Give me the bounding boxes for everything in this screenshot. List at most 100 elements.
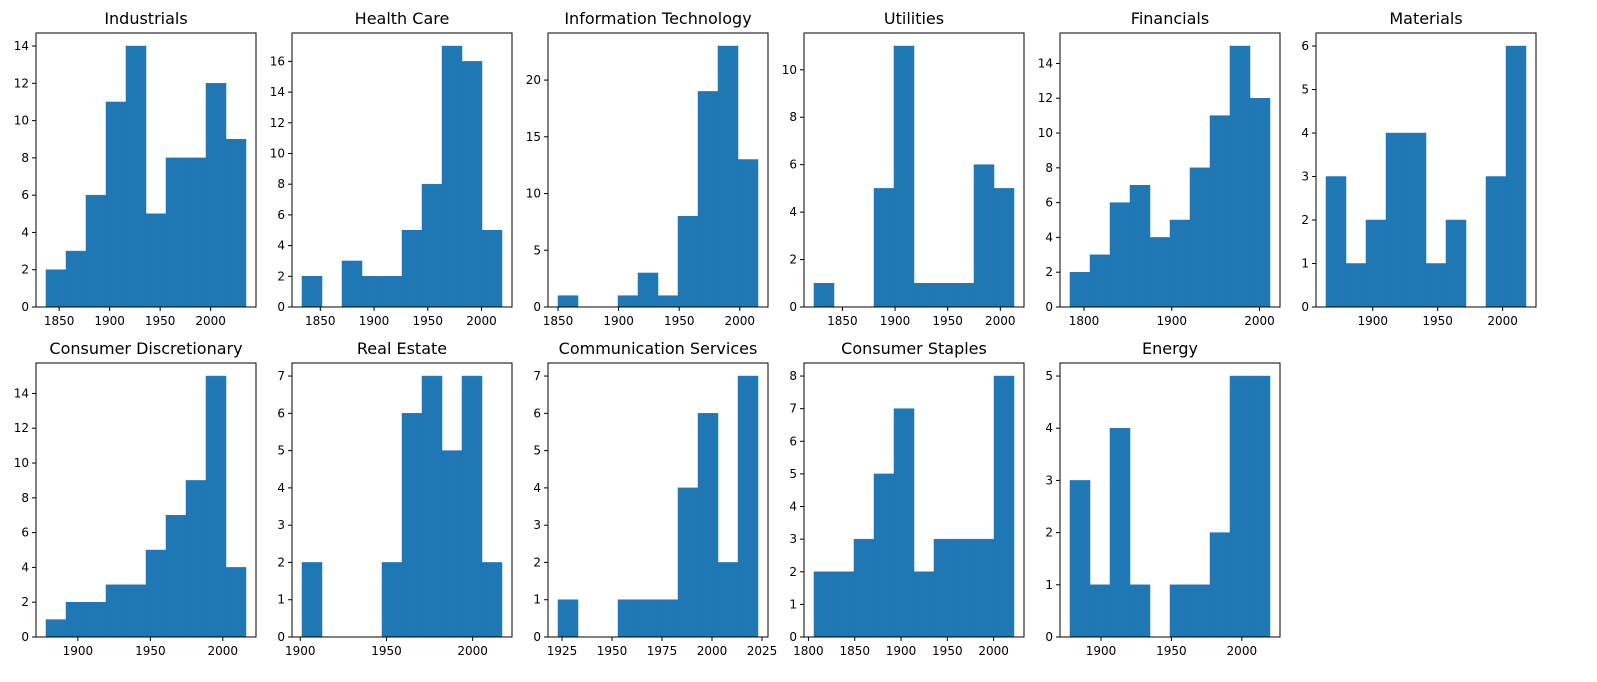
histogram-bar bbox=[617, 599, 639, 638]
panel-title: Utilities bbox=[884, 9, 944, 28]
x-tick-label: 1900 bbox=[359, 314, 390, 328]
y-tick-label: 4 bbox=[21, 225, 29, 239]
y-tick-label: 1 bbox=[277, 593, 285, 607]
histogram-bar bbox=[1249, 375, 1271, 638]
y-tick-label: 12 bbox=[14, 76, 29, 90]
histogram-bar bbox=[1229, 375, 1251, 638]
histogram-bar bbox=[833, 571, 855, 638]
histogram-bar bbox=[657, 599, 679, 638]
y-tick-label: 8 bbox=[21, 491, 29, 505]
histogram-bar bbox=[421, 375, 443, 638]
panel-title: Real Estate bbox=[357, 339, 447, 358]
x-tick-label: 1850 bbox=[827, 314, 858, 328]
histogram-bar bbox=[717, 45, 739, 308]
x-tick-label: 1900 bbox=[1357, 314, 1388, 328]
x-tick-label: 1925 bbox=[547, 644, 578, 658]
histogram-bar bbox=[301, 562, 323, 638]
y-tick-label: 1 bbox=[533, 593, 541, 607]
histogram-bar bbox=[697, 91, 719, 308]
y-tick-label: 10 bbox=[14, 456, 29, 470]
histogram-panel-communication-services: 1925 1950 1975 2000 2025 0 1 2 3 4 5 6 7 Communicatio… bbox=[533, 339, 777, 658]
histogram-bar bbox=[1345, 263, 1367, 308]
histogram-bar bbox=[1209, 532, 1231, 638]
y-tick-label: 6 bbox=[21, 188, 29, 202]
histogram-bar bbox=[1129, 184, 1151, 308]
x-tick-label: 1800 bbox=[1069, 314, 1100, 328]
y-tick-label: 2 bbox=[21, 595, 29, 609]
y-tick-label: 15 bbox=[526, 130, 541, 144]
histogram-bar bbox=[105, 584, 127, 638]
histogram-bar bbox=[737, 375, 759, 638]
axes-frame bbox=[1059, 362, 1281, 638]
histogram-bar bbox=[1405, 132, 1427, 308]
y-tick-label: 6 bbox=[789, 434, 797, 448]
histogram-bar bbox=[1249, 97, 1271, 308]
histogram-bar bbox=[1485, 176, 1507, 308]
histogram-panel-industrials: 1850 1900 1950 2000 0 2 4 6 8 10 12 14 Industrials bbox=[14, 9, 257, 328]
histogram-bar bbox=[85, 194, 107, 308]
histogram-panel-consumer-staples: 1800 1850 1900 1950 2000 0 1 2 3 4 5 6 7 8 Consumer St… bbox=[789, 339, 1025, 658]
x-tick-label: 2000 bbox=[208, 644, 239, 658]
y-tick-label: 6 bbox=[277, 208, 285, 222]
x-tick-label: 1900 bbox=[1156, 314, 1187, 328]
histogram-bar bbox=[1365, 219, 1387, 308]
x-tick-label: 2000 bbox=[1227, 644, 1258, 658]
histogram-bar bbox=[697, 413, 719, 638]
y-tick-label: 5 bbox=[533, 444, 541, 458]
y-tick-label: 8 bbox=[277, 177, 285, 191]
y-tick-label: 3 bbox=[1301, 170, 1309, 184]
y-tick-label: 4 bbox=[1301, 126, 1309, 140]
histogram-bar bbox=[125, 45, 147, 308]
axes-frame bbox=[547, 32, 769, 308]
histogram-bar bbox=[145, 549, 167, 638]
x-tick-label: 2000 bbox=[457, 644, 488, 658]
histogram-bar bbox=[677, 215, 699, 308]
y-tick-label: 7 bbox=[277, 369, 285, 383]
y-tick-label: 2 bbox=[21, 263, 29, 277]
histogram-bar bbox=[401, 230, 423, 308]
y-tick-label: 10 bbox=[782, 63, 797, 77]
axes-frame bbox=[291, 32, 513, 308]
histogram-bar bbox=[717, 562, 739, 638]
y-tick-label: 4 bbox=[277, 239, 285, 253]
x-tick-label: 2000 bbox=[725, 314, 756, 328]
x-tick-label: 1950 bbox=[932, 644, 963, 658]
y-tick-label: 14 bbox=[270, 85, 285, 99]
y-tick-label: 8 bbox=[1045, 161, 1053, 175]
y-tick-label: 0 bbox=[533, 630, 541, 644]
x-tick-label: 1950 bbox=[597, 644, 628, 658]
panel-title: Energy bbox=[1142, 339, 1198, 358]
histogram-bar bbox=[165, 157, 187, 308]
y-tick-label: 0 bbox=[21, 630, 29, 644]
axes-frame bbox=[547, 362, 769, 638]
histogram-bar bbox=[401, 413, 423, 638]
x-tick-label: 1850 bbox=[839, 644, 870, 658]
histogram-bar bbox=[933, 538, 955, 638]
histogram-bar bbox=[873, 473, 895, 638]
axes-frame bbox=[35, 32, 257, 308]
histogram-panel-energy: 1900 1950 2000 0 1 2 3 4 5 Energy bbox=[1045, 339, 1281, 658]
y-tick-label: 14 bbox=[1038, 56, 1053, 70]
histogram-panel-financials: 1800 1900 2000 0 2 4 6 8 10 12 14 Financials bbox=[1038, 9, 1281, 328]
y-tick-label: 3 bbox=[1045, 473, 1053, 487]
histogram-bar bbox=[185, 157, 207, 308]
histogram-bar bbox=[1325, 176, 1347, 308]
y-tick-label: 2 bbox=[789, 253, 797, 267]
histogram-bar bbox=[1505, 45, 1527, 308]
panel-title: Consumer Staples bbox=[841, 339, 987, 358]
histogram-bar bbox=[1425, 263, 1447, 308]
histogram-bar bbox=[45, 269, 67, 308]
y-tick-label: 6 bbox=[533, 406, 541, 420]
y-tick-label: 14 bbox=[14, 386, 29, 400]
x-tick-label: 1950 bbox=[1156, 644, 1187, 658]
histogram-bar bbox=[677, 487, 699, 638]
panel-title: Materials bbox=[1389, 9, 1462, 28]
x-tick-label: 1950 bbox=[413, 314, 444, 328]
histogram-bar bbox=[421, 183, 443, 308]
histogram-bar bbox=[557, 599, 579, 638]
y-tick-label: 0 bbox=[1045, 630, 1053, 644]
y-tick-label: 8 bbox=[789, 369, 797, 383]
histogram-bar bbox=[557, 295, 579, 308]
x-tick-label: 1950 bbox=[664, 314, 695, 328]
histogram-bar bbox=[637, 272, 659, 308]
